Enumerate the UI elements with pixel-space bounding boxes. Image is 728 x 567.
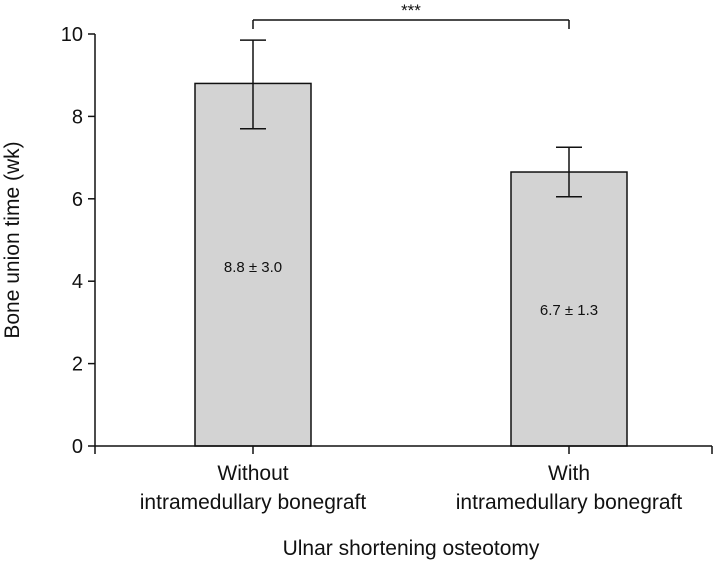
y-axis-title: Bone union time (wk) <box>1 141 24 338</box>
x-category-label-1-line-1: Without <box>217 462 288 485</box>
y-tick-label-4: 4 <box>72 271 83 293</box>
x-category-label-2-line-1: With <box>548 462 590 485</box>
y-tick-label-6: 6 <box>72 189 83 211</box>
significance-label: *** <box>401 1 421 20</box>
bar-1 <box>194 82 312 447</box>
x-category-label-1-line-2: intramedullary bonegraft <box>140 491 367 514</box>
data-label-1: 8.8 ± 3.0 <box>224 259 282 276</box>
bar-2 <box>510 171 628 447</box>
y-tick-label-2: 2 <box>72 354 83 376</box>
y-tick-label-0: 0 <box>72 436 83 458</box>
y-tick-label-10: 10 <box>61 24 83 46</box>
x-axis-title: Ulnar shortening osteotomy <box>283 537 540 560</box>
y-tick-label-8: 8 <box>72 106 83 128</box>
x-category-label-2-line-2: intramedullary bonegraft <box>456 491 683 514</box>
data-label-2: 6.7 ± 1.3 <box>540 302 598 319</box>
